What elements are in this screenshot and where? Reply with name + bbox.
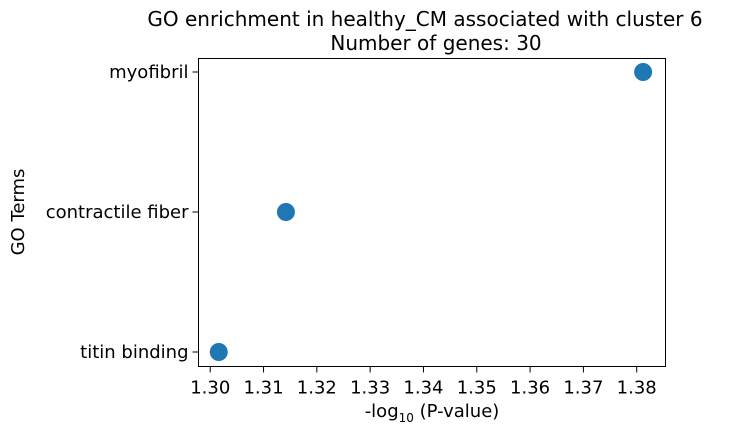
x-axis-label-subscript: 10 xyxy=(399,411,414,425)
x-axis-label-tail: (P-value) xyxy=(414,401,499,422)
chart-title: GO enrichment in healthy_CM associated w… xyxy=(147,7,702,31)
x-tick-label: 1.33 xyxy=(350,378,390,399)
y-axis-ticks: myofibril contractile fiber titin binding xyxy=(46,62,199,363)
y-tick-label: myofibril xyxy=(109,62,188,83)
x-axis-label-main: -log xyxy=(365,401,399,422)
y-tick-label: contractile fiber xyxy=(46,202,189,223)
plot-area xyxy=(198,58,666,367)
x-tick-label: 1.32 xyxy=(297,378,337,399)
data-points xyxy=(209,63,653,361)
x-tick-label: 1.38 xyxy=(617,378,657,399)
x-tick-label: 1.31 xyxy=(243,378,283,399)
y-tick-label: titin binding xyxy=(80,342,188,363)
data-point xyxy=(209,343,228,361)
data-point xyxy=(276,203,295,221)
x-tick-label: 1.37 xyxy=(563,378,603,399)
x-axis-ticks: 1.30 1.31 1.32 1.33 1.34 1.35 1.36 1.37 1.38 xyxy=(190,366,657,399)
x-axis-label: -log10 (P-value) xyxy=(365,401,500,425)
chart-subtitle: Number of genes: 30 xyxy=(330,31,541,55)
data-point xyxy=(634,63,653,81)
x-tick-label: 1.36 xyxy=(510,378,550,399)
x-tick-label: 1.34 xyxy=(403,378,443,399)
x-tick-label: 1.35 xyxy=(457,378,497,399)
x-tick-label: 1.30 xyxy=(190,378,230,399)
y-axis-label: GO Terms xyxy=(8,169,29,256)
